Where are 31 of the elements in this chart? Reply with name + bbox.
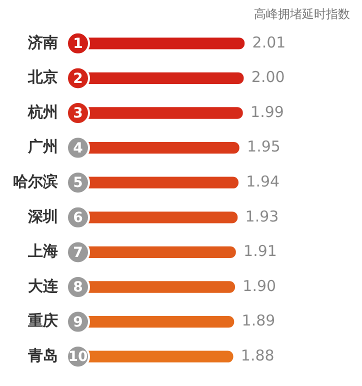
data-label: 1.89: [242, 312, 276, 330]
annotation: 8: [73, 280, 83, 296]
data-label: 1.93: [245, 207, 279, 226]
data-label: 1.99: [250, 102, 284, 121]
data-label: 1.91: [244, 242, 277, 260]
y-tick-label: 青岛: [27, 346, 58, 364]
data-label: 1.90: [242, 276, 276, 295]
y-tick-label: 哈尔滨: [13, 172, 58, 190]
y-tick-label: 济南: [27, 33, 58, 52]
annotation: 10: [68, 349, 88, 366]
y-tick-label: 重庆: [27, 312, 58, 330]
annotation: 1: [73, 36, 83, 52]
data-label: 1.88: [240, 346, 274, 364]
annotation: 5: [73, 175, 83, 192]
y-tick-label: 北京: [27, 68, 58, 86]
data-label: 2.01: [252, 33, 286, 52]
annotation: 2: [73, 70, 83, 87]
text: 高峰拥堵延时指数: [254, 6, 350, 23]
data-label: 1.94: [246, 172, 280, 190]
annotation: 7: [73, 244, 83, 261]
annotation: 6: [73, 210, 83, 226]
data-label: 2.00: [251, 68, 285, 86]
annotation: 4: [73, 140, 84, 156]
y-tick-label: 大连: [28, 276, 59, 295]
y-tick-label: 广州: [27, 138, 58, 156]
data-label: 1.95: [247, 138, 280, 156]
y-tick-label: 深圳: [27, 207, 58, 226]
annotation: 9: [73, 314, 83, 330]
y-tick-label: 杭州: [27, 102, 58, 121]
annotation: 3: [73, 106, 83, 122]
y-tick-label: 上海: [27, 242, 58, 260]
